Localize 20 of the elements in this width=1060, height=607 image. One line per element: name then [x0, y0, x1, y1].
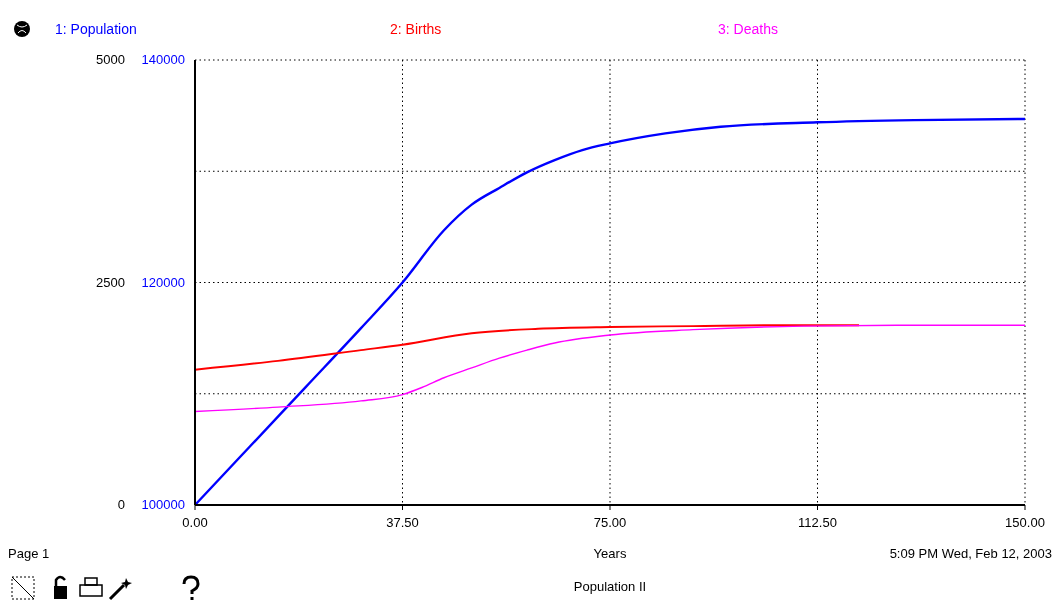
x-axis-title: Years — [593, 546, 627, 561]
text: 3: Deaths — [718, 21, 778, 37]
x-tick-label: 0.00 — [182, 515, 208, 530]
y2-tick-label: 2500 — [96, 274, 125, 290]
text: Page 1 — [8, 546, 50, 561]
x-tick-label: 112.50 — [798, 515, 837, 530]
y2-tick-label: 0 — [117, 497, 125, 512]
y-tick-label: 100000 — [141, 497, 185, 512]
line-series — [194, 324, 1026, 413]
text: 1: Population — [55, 21, 137, 37]
y-tick-label: 140000 — [141, 52, 185, 67]
text: 2: Births — [390, 21, 442, 37]
text: Population II — [573, 579, 647, 594]
line-series — [194, 324, 860, 371]
x-tick-label: 75.00 — [593, 515, 627, 530]
x-tick-label: 150.00 — [1005, 515, 1045, 530]
y2-tick-label: 5000 — [96, 52, 125, 67]
y-tick-label: 120000 — [141, 274, 185, 290]
text: 5:09 PM Wed, Feb 12, 2003 — [889, 546, 1052, 561]
x-tick-label: 37.50 — [386, 515, 419, 530]
